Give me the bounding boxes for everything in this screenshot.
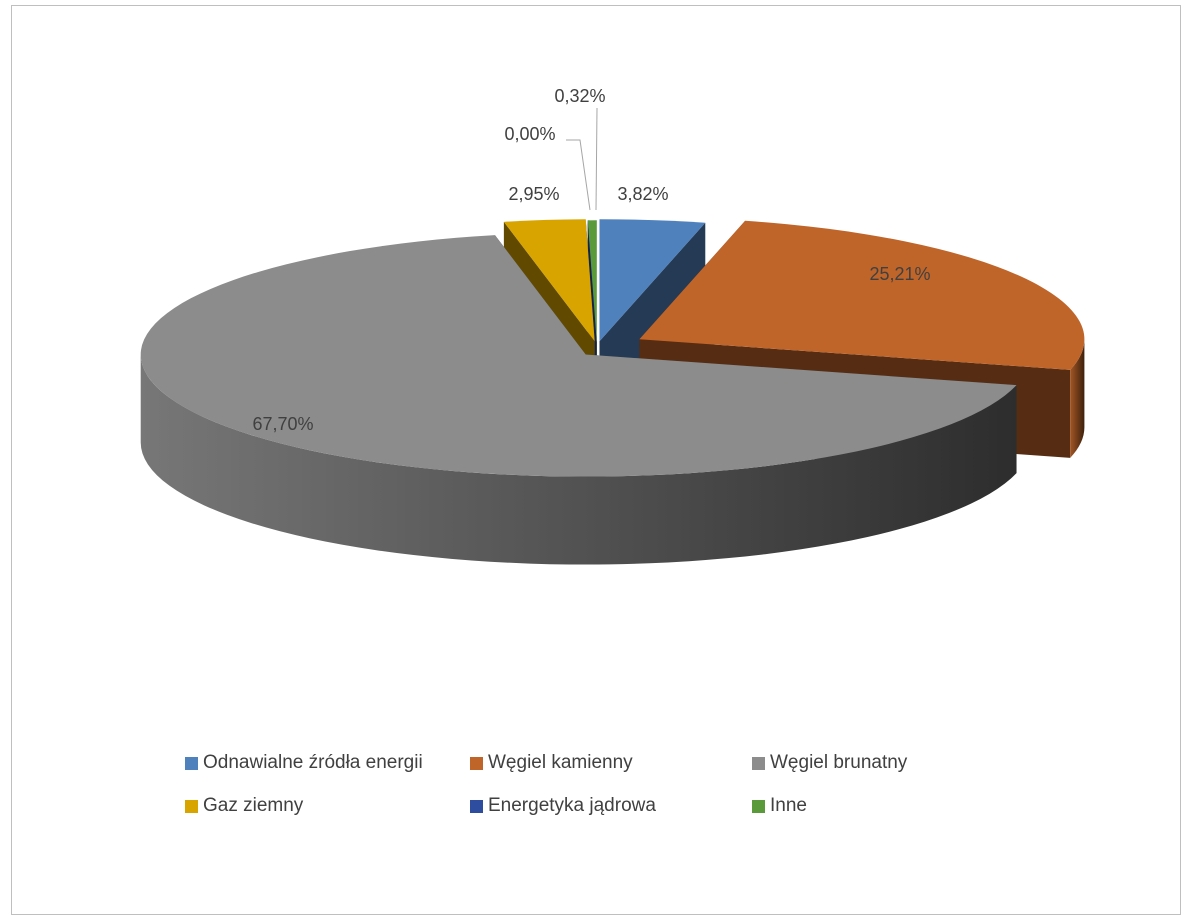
leader-line-inne [596, 108, 597, 210]
data-label-wegiel-kamienny: 25,21% [869, 264, 930, 284]
leader-line-energetyka-jadrowa [566, 140, 590, 210]
data-label-wegiel-brunatny: 67,70% [252, 414, 313, 434]
data-label-inne: 0,32% [554, 86, 605, 106]
data-label-gaz-ziemny: 2,95% [508, 184, 559, 204]
data-label-odnawialne-zrodla-energii: 3,82% [617, 184, 668, 204]
data-label-energetyka-jadrowa: 0,00% [504, 124, 555, 144]
